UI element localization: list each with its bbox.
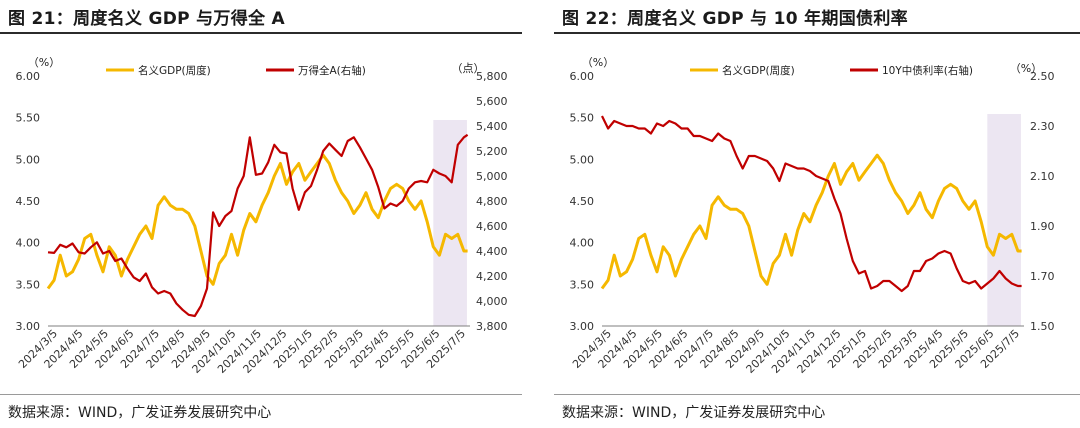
right-tick-label: 3,800 <box>476 320 508 333</box>
series-line <box>46 153 468 290</box>
right-tick-label: 1.90 <box>1030 220 1055 233</box>
gdp-vs-wind-a-chart: 3.00 3.50 4.00 4.50 5.00 5.50 6.00 3,800 4,000 4,… <box>16 56 508 376</box>
left-tick-label: 3.00 <box>570 320 595 333</box>
right-tick-label: 1.50 <box>1030 320 1055 333</box>
left-tick-label: 3.50 <box>570 278 595 291</box>
gdp-vs-10y-yield-chart: 3.00 3.50 4.00 4.50 5.00 5.50 6.00 1.50 1.70 1.90… <box>570 56 1055 376</box>
right-tick-label: 5,400 <box>476 120 508 133</box>
legend-label: 名义GDP(周度) <box>138 64 211 77</box>
left-tick-label: 4.00 <box>16 237 41 250</box>
right-axis-unit: （%） <box>1010 62 1042 75</box>
right-tick-label: 2.50 <box>1030 70 1055 83</box>
left-tick-label: 4.50 <box>16 195 41 208</box>
right-tick-label: 1.70 <box>1030 270 1055 283</box>
figure-22-panel: 图 22：周度名义 GDP 与 10 年期国债利率 3.00 3.50 4.00 4.… <box>554 0 1080 428</box>
legend-label: 10Y中债利率(右轴) <box>882 64 973 77</box>
right-tick-label: 5,600 <box>476 95 508 108</box>
left-tick-label: 4.50 <box>570 195 595 208</box>
title-rule <box>554 32 1080 34</box>
right-axis-unit: （点） <box>452 62 485 75</box>
series-line <box>601 115 1022 293</box>
legend-label: 万得全A(右轴) <box>298 64 366 77</box>
bottom-rule <box>0 394 522 395</box>
series-line <box>47 133 469 318</box>
right-tick-label: 4,600 <box>476 220 508 233</box>
right-tick-label: 4,400 <box>476 245 508 258</box>
figure-title: 图 22：周度名义 GDP 与 10 年期国债利率 <box>562 9 908 29</box>
highlight-band <box>987 114 1021 326</box>
right-tick-label: 5,200 <box>476 145 508 158</box>
figure-title: 图 21：周度名义 GDP 与万得全 A <box>8 9 286 29</box>
left-tick-label: 5.50 <box>16 112 41 125</box>
left-tick-label: 5.00 <box>570 153 595 166</box>
figure-21-panel: 图 21：周度名义 GDP 与万得全 A 3.00 3.50 4.00 4.50 5.0… <box>0 0 522 428</box>
left-axis-unit: （%） <box>28 56 60 69</box>
left-tick-label: 6.00 <box>16 70 41 83</box>
legend-label: 名义GDP(周度) <box>722 64 795 77</box>
left-axis-unit: （%） <box>582 56 614 69</box>
left-tick-label: 3.50 <box>16 278 41 291</box>
left-tick-label: 3.00 <box>16 320 41 333</box>
bottom-rule <box>554 394 1080 395</box>
right-tick-label: 5,800 <box>476 70 508 83</box>
left-tick-label: 6.00 <box>570 70 595 83</box>
title-rule <box>0 32 522 34</box>
left-tick-label: 4.00 <box>570 237 595 250</box>
right-tick-label: 5,000 <box>476 170 508 183</box>
right-tick-label: 4,200 <box>476 270 508 283</box>
right-tick-label: 4,000 <box>476 295 508 308</box>
source-note: 数据来源：WIND，广发证券发展研究中心 <box>562 405 826 421</box>
left-tick-label: 5.00 <box>16 153 41 166</box>
left-tick-label: 5.50 <box>570 112 595 125</box>
right-tick-label: 4,800 <box>476 195 508 208</box>
highlight-band <box>433 120 467 326</box>
right-tick-label: 2.10 <box>1030 170 1055 183</box>
series-line <box>600 153 1022 290</box>
source-note: 数据来源：WIND，广发证券发展研究中心 <box>8 405 272 421</box>
right-tick-label: 2.30 <box>1030 120 1055 133</box>
